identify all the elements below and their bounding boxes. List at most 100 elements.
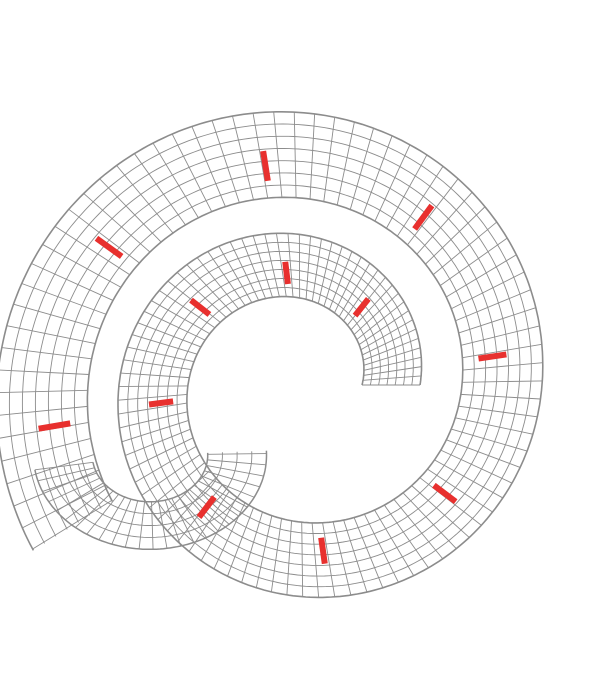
mesh-wire xyxy=(196,257,239,310)
mesh-wire xyxy=(86,493,120,535)
mesh-wire xyxy=(311,238,322,302)
mesh-wire xyxy=(343,269,379,322)
mesh-wire xyxy=(252,235,273,298)
mesh-wire xyxy=(31,263,114,301)
mesh-wire xyxy=(118,385,188,387)
mesh-wire xyxy=(287,233,294,298)
mesh-wire xyxy=(0,111,544,599)
mesh-wire xyxy=(13,303,101,330)
mesh-wire xyxy=(191,126,226,207)
mesh-wire xyxy=(152,142,199,218)
mesh-wire xyxy=(77,452,223,515)
mesh-wire xyxy=(48,477,100,503)
mesh-wire xyxy=(164,499,182,547)
mesh-wire xyxy=(131,334,198,355)
mesh-wire xyxy=(34,450,268,551)
mesh-wire xyxy=(157,470,211,520)
mesh-wire xyxy=(241,238,266,299)
mesh-wire xyxy=(149,462,206,509)
mesh-wire xyxy=(73,184,475,534)
mesh-wire xyxy=(0,369,90,375)
mesh-wire xyxy=(21,135,521,577)
mesh-wire xyxy=(1,438,91,462)
mesh-wire xyxy=(232,115,254,200)
mesh-wire xyxy=(462,380,543,383)
mesh-wire xyxy=(86,196,464,524)
mesh-wire xyxy=(34,148,509,566)
mesh-wire xyxy=(120,372,190,379)
mesh-wire xyxy=(117,393,188,401)
mesh-wire xyxy=(338,263,371,317)
mesh-wire xyxy=(206,464,264,477)
mesh-wire xyxy=(157,501,168,549)
mesh-wire xyxy=(207,251,246,306)
mesh-wire xyxy=(197,480,248,508)
mesh-wire xyxy=(123,359,192,370)
mesh-wire xyxy=(446,439,521,468)
mesh-wire xyxy=(440,449,513,484)
red-marker xyxy=(260,150,271,182)
mesh-wire xyxy=(119,411,188,429)
mesh-wire xyxy=(141,454,201,496)
mesh-wire xyxy=(176,272,227,318)
mesh-wire xyxy=(363,347,421,366)
mesh-wire xyxy=(427,468,493,513)
mesh-wire xyxy=(255,515,273,588)
mesh-wire xyxy=(83,193,151,253)
mesh-wire xyxy=(42,472,97,492)
mesh-wire xyxy=(159,290,216,329)
mesh-wire xyxy=(227,507,254,577)
red-marker xyxy=(94,235,124,259)
mesh-wire xyxy=(309,113,316,200)
mesh-wire xyxy=(127,346,195,363)
red-markers xyxy=(38,150,507,565)
mesh-wire xyxy=(151,501,154,550)
mesh-wire xyxy=(362,328,417,356)
mesh-wire xyxy=(171,133,213,212)
mesh-wire xyxy=(305,236,311,300)
red-marker xyxy=(432,482,458,505)
mesh-wire xyxy=(8,123,532,588)
mesh-wire xyxy=(229,241,260,301)
mesh-wire xyxy=(332,521,352,596)
mesh-wire xyxy=(193,484,240,517)
mesh-wire xyxy=(460,325,540,346)
red-marker xyxy=(352,297,371,318)
mesh-wire xyxy=(439,237,508,286)
mesh-wire xyxy=(134,153,186,226)
mesh-wire xyxy=(34,461,94,471)
mesh-wire xyxy=(460,393,541,400)
mesh-wire xyxy=(360,319,413,351)
mesh-wire xyxy=(37,467,95,482)
mesh-wire xyxy=(121,420,189,443)
mesh-wire xyxy=(124,500,139,548)
mesh-wire xyxy=(286,520,292,595)
mesh-wire xyxy=(241,511,263,583)
mesh-wire xyxy=(204,470,260,488)
mesh-wire xyxy=(6,453,95,485)
red-marker xyxy=(318,537,328,565)
red-marker xyxy=(282,261,291,285)
mesh-wire xyxy=(201,475,255,498)
mesh-wire xyxy=(364,513,399,583)
red-marker xyxy=(148,398,174,408)
mesh-wire xyxy=(311,522,320,598)
mesh-wire xyxy=(1,347,92,360)
mesh-wire xyxy=(323,246,343,307)
mesh-wire xyxy=(362,135,393,216)
mesh-wire xyxy=(353,517,384,588)
mesh-wire xyxy=(416,192,473,255)
mesh-wire xyxy=(177,495,207,538)
mesh-wire xyxy=(54,225,130,276)
mesh-wire xyxy=(301,522,304,597)
mesh-wire xyxy=(425,206,486,265)
mesh-wire xyxy=(75,490,114,528)
wire-mesh xyxy=(0,111,544,599)
mesh-wire xyxy=(0,389,88,394)
mesh-wire xyxy=(111,498,132,545)
mesh-wire xyxy=(134,445,197,483)
red-marker xyxy=(196,495,217,520)
mesh-wire xyxy=(411,485,470,538)
